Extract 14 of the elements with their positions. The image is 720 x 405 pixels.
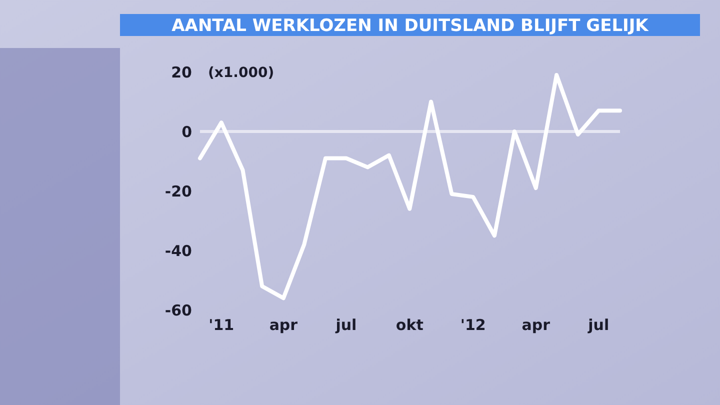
y-tick-label: -20 bbox=[164, 182, 192, 200]
x-tick-label: apr bbox=[522, 316, 551, 334]
y-tick-label: 20 bbox=[171, 63, 192, 82]
x-tick-label: apr bbox=[269, 316, 298, 334]
x-tick-label: jul bbox=[334, 316, 357, 334]
y-tick-label: -60 bbox=[164, 301, 192, 320]
x-tick-label: '11 bbox=[208, 316, 234, 334]
chart-title: AANTAL WERKLOZEN IN DUITSLAND BLIJFT GELIJK bbox=[172, 16, 650, 36]
annotation: (x1.000) bbox=[208, 65, 274, 81]
y-tick-label: -40 bbox=[164, 242, 192, 260]
x-tick-label: jul bbox=[587, 316, 610, 334]
y-tick-label: 0 bbox=[182, 122, 192, 141]
x-tick-label: '12 bbox=[460, 316, 486, 334]
x-tick-label: okt bbox=[396, 316, 424, 334]
